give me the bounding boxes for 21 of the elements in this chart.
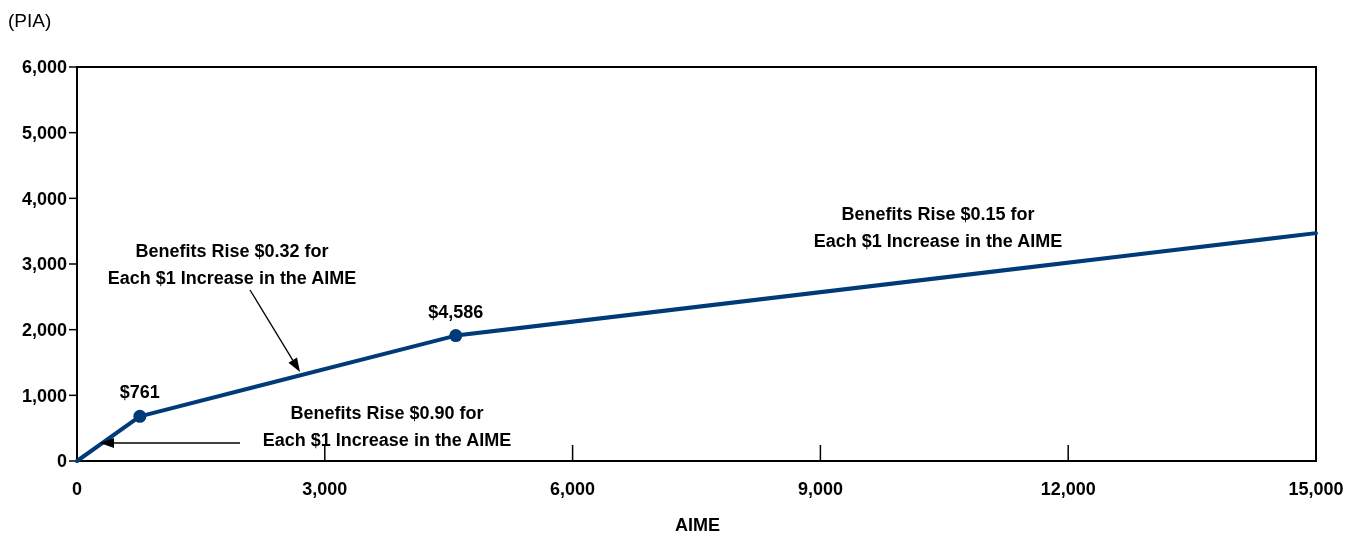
y-tick-label: 2,000 — [21, 319, 67, 340]
x-tick-label: 6,000 — [550, 479, 596, 499]
x-tick-label: 0 — [71, 479, 83, 499]
y-tick-label: 3,000 — [21, 254, 67, 275]
y-tick-label: 4,000 — [21, 188, 67, 209]
x-tick-label: 3,000 — [302, 479, 348, 499]
y-tick-label: 5,000 — [21, 122, 67, 143]
annotation: Benefits Rise $0.15 for Each $1 Increase in the AIME — [813, 204, 1063, 251]
x-tick-label: 12,000 — [1040, 479, 1096, 499]
y-tick-label: 6,000 — [21, 57, 67, 78]
annotation: $4,586 — [428, 301, 484, 322]
annotation: Benefits Rise $0.90 for Each $1 Increase in the AIME — [262, 403, 512, 450]
y-tick-label: 0 — [56, 451, 67, 472]
annotation: $761 — [119, 382, 160, 403]
x-axis-title: AIME — [675, 515, 720, 535]
annotation: Benefits Rise $0.32 for Each $1 Increase in the AIME — [107, 241, 357, 288]
y-tick-label: 1,000 — [21, 385, 67, 406]
line-series — [75, 231, 1318, 463]
x-tick-label: 15,000 — [1288, 479, 1344, 499]
x-tick-label: 9,000 — [797, 479, 843, 499]
y-axis-title: (PIA) — [8, 10, 52, 31]
